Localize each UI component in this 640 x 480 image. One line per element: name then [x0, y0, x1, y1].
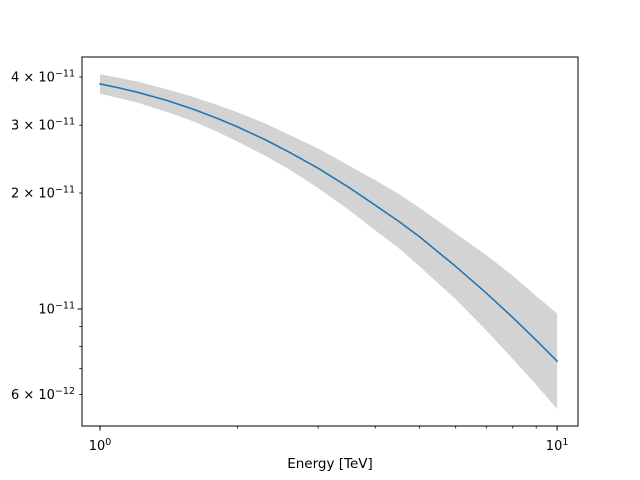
y-tick-label: 2 × 10−11	[11, 184, 75, 201]
x-axis-label: Energy [TeV]	[287, 456, 373, 472]
flux-line	[99, 83, 558, 363]
axes-layer	[81, 56, 579, 427]
axes-spines	[81, 56, 579, 427]
y-tick-label: 6 × 10−12	[11, 386, 75, 403]
uncertainty-band-layer	[100, 74, 558, 410]
y-tick-label: 4 × 10−11	[11, 68, 75, 85]
y-tick-label: 3 × 10−11	[11, 117, 75, 134]
y-tick-label: 10−11	[38, 300, 75, 317]
uncertainty-band	[100, 74, 558, 410]
x-tick-label: 101	[546, 437, 569, 454]
flux-line-layer	[99, 83, 558, 363]
x-tick-label: 100	[89, 437, 112, 454]
